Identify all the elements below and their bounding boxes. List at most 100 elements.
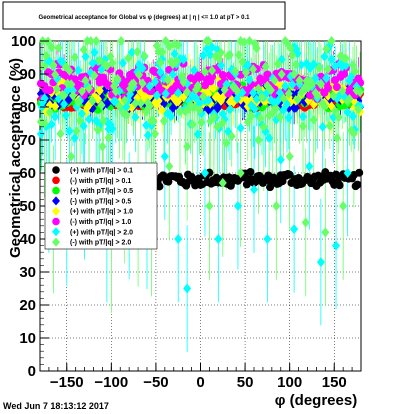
data-point <box>155 182 164 191</box>
data-point <box>149 115 158 126</box>
data-point <box>193 129 202 140</box>
data-point <box>233 201 242 211</box>
data-point <box>85 83 94 94</box>
y-tick-label: 90 <box>19 66 36 83</box>
data-point <box>97 100 106 111</box>
data-point <box>56 128 65 139</box>
data-point <box>263 70 272 79</box>
data-point <box>98 141 107 152</box>
data-point <box>151 76 160 87</box>
data-point <box>279 104 288 115</box>
data-point <box>117 36 126 46</box>
data-point <box>160 151 169 162</box>
data-point <box>222 137 231 148</box>
legend-entry: (+) with pT/|q| > 1.0 <box>70 209 133 216</box>
data-point <box>68 90 77 101</box>
data-point <box>51 69 60 80</box>
y-axis-title: Geometrical acceptance (%) <box>7 58 24 258</box>
data-point <box>152 90 161 101</box>
data-point <box>104 132 113 143</box>
legend-marker <box>52 237 60 247</box>
y-tick-label: 30 <box>19 264 36 281</box>
data-point <box>174 40 183 51</box>
data-point <box>60 90 69 101</box>
data-point <box>340 69 349 78</box>
y-tick-label: 50 <box>19 198 36 215</box>
data-point <box>353 180 362 189</box>
data-point <box>88 95 97 106</box>
data-point <box>192 92 201 103</box>
data-point <box>305 161 314 172</box>
data-point <box>67 79 76 90</box>
data-point <box>334 112 343 123</box>
data-point <box>285 151 294 162</box>
data-point <box>90 70 99 81</box>
legend: (+) with pT/|q| > 0.1 (-) with pT/|q| > 0… <box>44 162 158 250</box>
data-point <box>341 60 350 71</box>
data-point <box>168 69 177 80</box>
data-point <box>321 227 330 238</box>
data-point <box>299 121 308 132</box>
data-point <box>265 132 274 143</box>
data-point <box>332 133 341 144</box>
data-point <box>225 49 234 60</box>
legend-marker <box>52 217 60 226</box>
data-point <box>313 90 322 101</box>
data-point <box>231 66 240 77</box>
data-point <box>133 46 142 57</box>
data-point <box>356 87 365 98</box>
x-tick-label: 100 <box>277 374 302 391</box>
x-tick-label: −150 <box>50 374 84 391</box>
data-point <box>246 168 255 177</box>
data-point <box>195 104 204 115</box>
legend-entry: (+) with pT/|q| > 0.5 <box>70 188 133 195</box>
data-point <box>136 98 145 109</box>
data-point <box>122 109 131 120</box>
data-point <box>126 89 135 100</box>
data-point <box>120 95 129 106</box>
data-point <box>258 92 267 103</box>
legend-entry: (-) with pT/|q| > 0.5 <box>70 198 131 205</box>
data-point <box>301 217 310 228</box>
data-point <box>205 201 214 211</box>
x-tick-label: −50 <box>143 374 168 391</box>
data-point <box>236 122 245 133</box>
data-point <box>81 75 90 86</box>
data-point <box>156 67 165 78</box>
data-point <box>282 37 291 48</box>
data-point <box>200 168 209 178</box>
data-point <box>214 234 223 244</box>
y-tick-label: 80 <box>19 99 36 116</box>
x-tick-label: 0 <box>196 374 204 391</box>
data-point <box>261 61 270 72</box>
axes: −150 −100 −50 0 50 100 150 0 10 20 30 40 50 60 70 80 90 1… <box>11 33 362 391</box>
data-point <box>290 224 299 235</box>
data-point <box>183 141 192 152</box>
data-point <box>315 62 324 73</box>
data-point <box>52 83 61 94</box>
data-point <box>250 103 259 114</box>
data-point <box>172 56 181 67</box>
data-point <box>256 113 265 124</box>
data-point <box>307 78 316 89</box>
y-tick-label: 60 <box>19 165 36 182</box>
data-point <box>208 65 217 76</box>
data-point <box>74 97 83 108</box>
data-point <box>42 50 51 61</box>
data-point <box>61 110 70 121</box>
data-point <box>74 65 83 76</box>
data-point <box>324 84 333 93</box>
legend-marker <box>52 186 60 195</box>
data-point <box>350 66 359 77</box>
data-point <box>208 72 217 81</box>
data-point <box>65 126 74 137</box>
data-point <box>79 44 88 55</box>
data-point <box>238 56 247 67</box>
data-point <box>316 257 325 268</box>
data-point <box>274 58 283 69</box>
footer-timestamp: Wed Jun 7 18:13:12 2017 <box>3 401 109 411</box>
legend-entry: (-) with pT/|q| > 0.1 <box>70 178 131 185</box>
data-point <box>47 119 56 130</box>
data-point <box>138 78 147 89</box>
